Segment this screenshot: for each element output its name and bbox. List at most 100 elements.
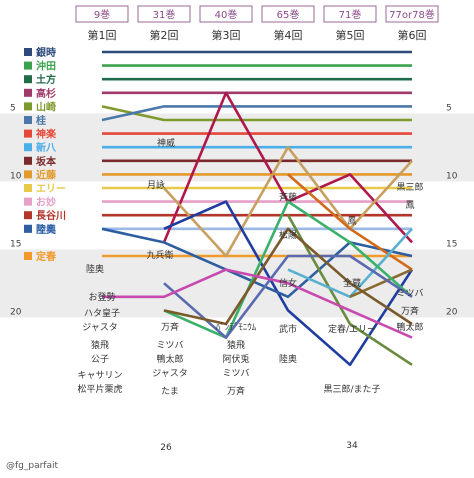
annotation-label: 九兵衛 <box>146 249 173 261</box>
annotation-label: 鳳 <box>405 200 414 211</box>
annotation-label: 鴨太郎 <box>396 321 423 333</box>
legend-swatch <box>24 211 32 220</box>
legend-label: 近藤 <box>36 168 57 181</box>
legend-swatch <box>24 170 32 179</box>
annotation-label: 陸奥 <box>86 263 104 275</box>
legend-label: 陸奥 <box>36 223 57 236</box>
annotation-label: 公子 <box>91 354 109 365</box>
annotation-label: ミツバ <box>222 368 249 379</box>
round-label: 第6回 <box>398 28 427 42</box>
annotation-label: 陸奥 <box>279 353 297 365</box>
rank-tick-left: 5 <box>10 103 16 113</box>
legend-swatch <box>24 102 32 111</box>
rank-tick-right: 15 <box>446 239 457 249</box>
legend-swatch <box>24 75 32 84</box>
annotation-label: 松陽 <box>279 229 297 241</box>
legend-label: 坂本 <box>36 155 57 168</box>
legend-swatch <box>24 143 32 152</box>
annotation-label: 鴨太郎 <box>156 353 183 365</box>
annotation-label: 鳳 <box>347 216 356 227</box>
volume-header-box <box>137 5 191 23</box>
legend-swatch <box>24 252 32 260</box>
annotation-label: 34 <box>346 441 358 451</box>
round-label: 第5回 <box>336 28 365 42</box>
annotation-label: 黒三郎 <box>396 181 423 193</box>
rank-tick-right: 20 <box>446 307 458 317</box>
legend-swatch <box>24 61 32 70</box>
round-label: 第3回 <box>212 28 241 42</box>
round-label: 第2回 <box>150 28 179 42</box>
legend-swatch <box>24 129 32 138</box>
annotation-label: 万斉 <box>227 385 245 397</box>
annotation-label: ミツバ <box>396 288 423 299</box>
legend-swatch <box>24 224 32 233</box>
annotation-label: ジャスタ <box>152 368 188 379</box>
series-line <box>163 200 413 339</box>
round-label: 第1回 <box>88 28 117 42</box>
legend-swatch <box>24 116 32 124</box>
annotation-label: 黒三郎/また子 <box>323 383 380 395</box>
legend-swatch <box>24 48 32 56</box>
volume-header-box <box>385 5 439 23</box>
legend-label: 銀時 <box>36 46 56 59</box>
annotation-label: お登勢 <box>88 291 115 303</box>
rank-tick-left: 10 <box>10 171 22 181</box>
legend-swatch <box>24 197 32 206</box>
annotation-label: 26 <box>160 443 172 453</box>
legend-label: 神楽 <box>36 128 57 141</box>
legend-label: お妙 <box>36 196 56 209</box>
legend-swatch <box>24 184 32 192</box>
legend-label: 山崎 <box>36 100 56 113</box>
volume-header-box <box>75 5 129 23</box>
legend-swatch <box>24 88 32 97</box>
annotation-label: ﾊﾟﾝﾃﾞﾓﾆｳﾑ <box>216 322 257 333</box>
series-line <box>101 105 412 122</box>
round-label: 第4回 <box>274 28 303 42</box>
legend-label: 土方 <box>36 73 56 86</box>
series-line <box>287 173 413 271</box>
annotation-label: ミツバ <box>156 340 183 351</box>
annotation-label: 猿飛 <box>91 339 109 351</box>
series-line <box>163 145 413 258</box>
series-line <box>101 227 413 299</box>
series-line <box>102 268 413 339</box>
volume-header: 31巻 <box>153 9 176 21</box>
annotation-label: ハタ皇子 <box>84 307 120 319</box>
annotation-label: 斉藤 <box>279 191 297 203</box>
rank-tick-right: 5 <box>446 103 452 113</box>
annotation-label: 松平片栗虎 <box>77 383 122 395</box>
annotation-label: 信女 <box>279 277 297 289</box>
legend-label: 桂 <box>35 114 46 127</box>
annotation-label: 万斉 <box>401 305 419 317</box>
series-line <box>163 227 413 326</box>
annotation-label: 月詠 <box>147 179 165 191</box>
legend-label: 空知 <box>36 223 56 236</box>
annotation-label: 神威 <box>157 137 175 149</box>
legend-label: エリー <box>36 183 66 195</box>
rank-tick-left: 15 <box>10 239 21 249</box>
legend-swatch <box>24 156 32 165</box>
series-line <box>349 268 413 298</box>
volume-header: 65巻 <box>277 9 300 21</box>
annotation-label: ジャスタ <box>82 322 118 333</box>
annotation-label: 万斉 <box>161 321 179 333</box>
volume-header: 40巻 <box>215 9 238 21</box>
series-line <box>163 200 414 367</box>
volume-header-box <box>323 5 377 23</box>
volume-header: 9巻 <box>94 9 110 21</box>
legend-label: 新八 <box>36 141 57 154</box>
volume-header: 77or78巻 <box>389 9 435 21</box>
rank-tick-left: 20 <box>10 307 22 317</box>
watermark-text: @fg_parfait <box>6 461 58 471</box>
annotation-label: キャサリン <box>77 370 122 381</box>
legend-label: 沖田 <box>36 60 56 73</box>
rank-tick-right: 10 <box>446 171 458 181</box>
annotation-label: たま <box>161 386 179 397</box>
legend-label: 長谷川 <box>36 209 66 222</box>
series-line <box>101 105 412 122</box>
legend-label: 定春 <box>36 250 56 263</box>
annotation-label: 猿飛 <box>227 339 245 351</box>
annotation-label: 定春/エリー <box>328 323 376 335</box>
series-line <box>286 214 413 366</box>
